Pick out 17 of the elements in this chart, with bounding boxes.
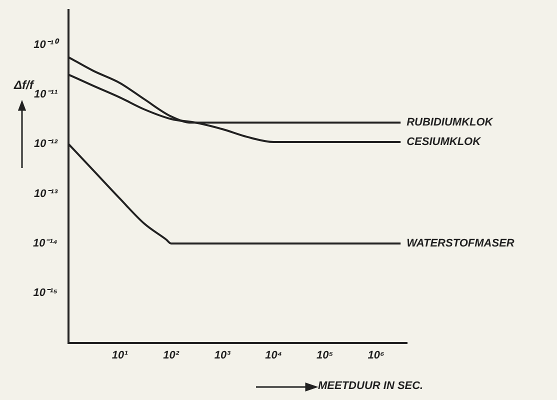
- y-tick-label: 10⁻¹³: [34, 188, 58, 200]
- x-tick-label: 10¹: [112, 349, 128, 362]
- y-tick-label: 10⁻¹⁵: [33, 287, 58, 300]
- x-tick-label: 10⁵: [316, 349, 334, 362]
- y-tick-label: 10⁻¹²: [34, 138, 58, 150]
- y-tick-label: 10⁻¹¹: [34, 88, 58, 100]
- series-label: CESIUMKLOK: [406, 136, 482, 148]
- x-axis-title: MEETDUUR IN SEC.: [318, 380, 424, 392]
- y-tick-label: 10⁻¹⁰: [34, 38, 60, 51]
- x-tick-label: 10⁴: [265, 349, 282, 362]
- y-axis-title: Δf/f: [14, 78, 34, 92]
- x-tick-label: 10⁶: [368, 349, 384, 362]
- x-tick-label: 10²: [163, 349, 180, 362]
- y-tick-label: 10⁻¹⁴: [32, 237, 58, 250]
- series-label: WATERSTOFMASER: [406, 237, 514, 250]
- x-tick-label: 10³: [214, 349, 231, 362]
- series-label: RUBIDIUMKLOK: [406, 116, 494, 129]
